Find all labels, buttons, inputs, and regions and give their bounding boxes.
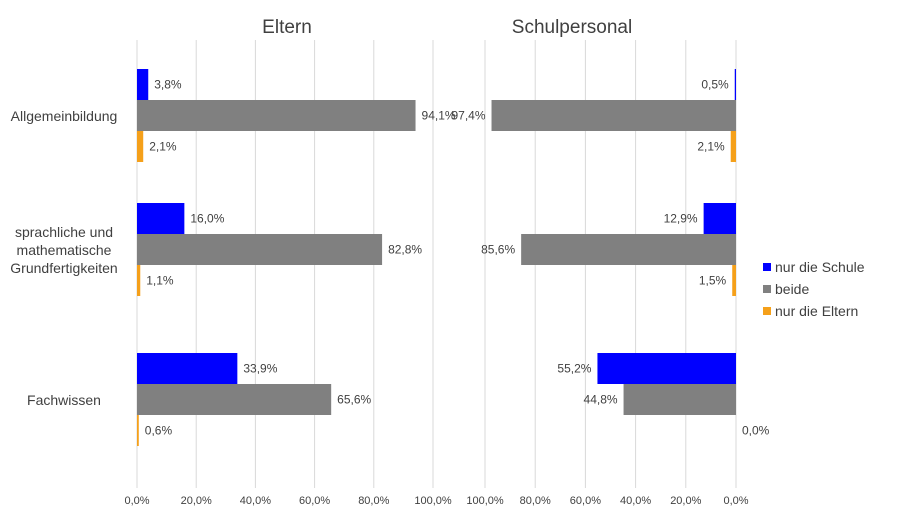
legend: nur die Schule beide nur die Eltern — [763, 259, 865, 319]
data-label: 55,2% — [557, 362, 591, 376]
data-label: 97,4% — [451, 109, 485, 123]
bar — [597, 353, 736, 384]
tick-label: 0,0% — [723, 495, 748, 507]
data-label: 44,8% — [584, 393, 618, 407]
data-label: 82,8% — [388, 243, 422, 257]
tick-label: 40,0% — [240, 495, 271, 507]
bar — [623, 384, 736, 415]
data-label: 94,1% — [422, 109, 456, 123]
data-label: 65,6% — [337, 393, 371, 407]
data-label: 2,1% — [697, 140, 725, 154]
legend-label: nur die Eltern — [775, 303, 858, 319]
category-label: sprachliche und mathematische Grundfertigk… — [10, 224, 117, 276]
panel-title-0: Eltern — [262, 17, 312, 38]
tick-label: 40,0% — [620, 495, 651, 507]
bar — [137, 100, 416, 131]
tick-label: 60,0% — [299, 495, 330, 507]
tick-label: 80,0% — [520, 495, 551, 507]
data-label: 0,0% — [742, 424, 770, 438]
legend-label: nur die Schule — [775, 259, 865, 275]
bar — [491, 100, 736, 131]
tick-label: 20,0% — [670, 495, 701, 507]
bar — [732, 265, 736, 296]
bar — [137, 415, 139, 446]
category-label: Fachwissen — [27, 392, 101, 408]
data-label: 1,1% — [146, 274, 174, 288]
bar — [137, 353, 238, 384]
tick-label: 60,0% — [570, 495, 601, 507]
data-labels: 3,8% 16,0% 33,9% 94,1% 82,8% 65,6% 2,1% 1,1% 0,6… — [145, 78, 770, 438]
bar — [137, 69, 149, 100]
bar — [137, 234, 383, 265]
tick-label: 0,0% — [124, 495, 149, 507]
bar — [703, 203, 736, 234]
panel-title-1: Schulpersonal — [512, 17, 632, 38]
bar — [137, 384, 332, 415]
bar — [137, 265, 141, 296]
category-label: Allgemeinbildung — [11, 108, 118, 124]
bar — [734, 69, 736, 100]
bars — [137, 69, 736, 446]
data-label: 1,5% — [699, 274, 727, 288]
tick-label: 100,0% — [414, 495, 452, 507]
data-label: 33,9% — [243, 362, 277, 376]
tick-label: 80,0% — [358, 495, 389, 507]
data-label: 3,8% — [154, 78, 182, 92]
axes: Eltern 0,0% 20,0% 40,0% 60,0% 80,0% 100,0% Schu… — [10, 17, 748, 507]
bar — [521, 234, 736, 265]
bar — [137, 203, 185, 234]
tick-label: 100,0% — [466, 495, 504, 507]
data-label: 0,6% — [145, 424, 173, 438]
bar — [730, 131, 736, 162]
data-label: 16,0% — [190, 212, 224, 226]
legend-swatch — [763, 285, 771, 293]
data-label: 0,5% — [701, 78, 729, 92]
data-label: 12,9% — [664, 212, 698, 226]
legend-swatch — [763, 307, 771, 315]
data-label: 85,6% — [481, 243, 515, 257]
legend-swatch — [763, 263, 771, 271]
bar — [137, 131, 144, 162]
legend-label: beide — [775, 281, 809, 297]
tick-label: 20,0% — [181, 495, 212, 507]
data-label: 2,1% — [149, 140, 177, 154]
